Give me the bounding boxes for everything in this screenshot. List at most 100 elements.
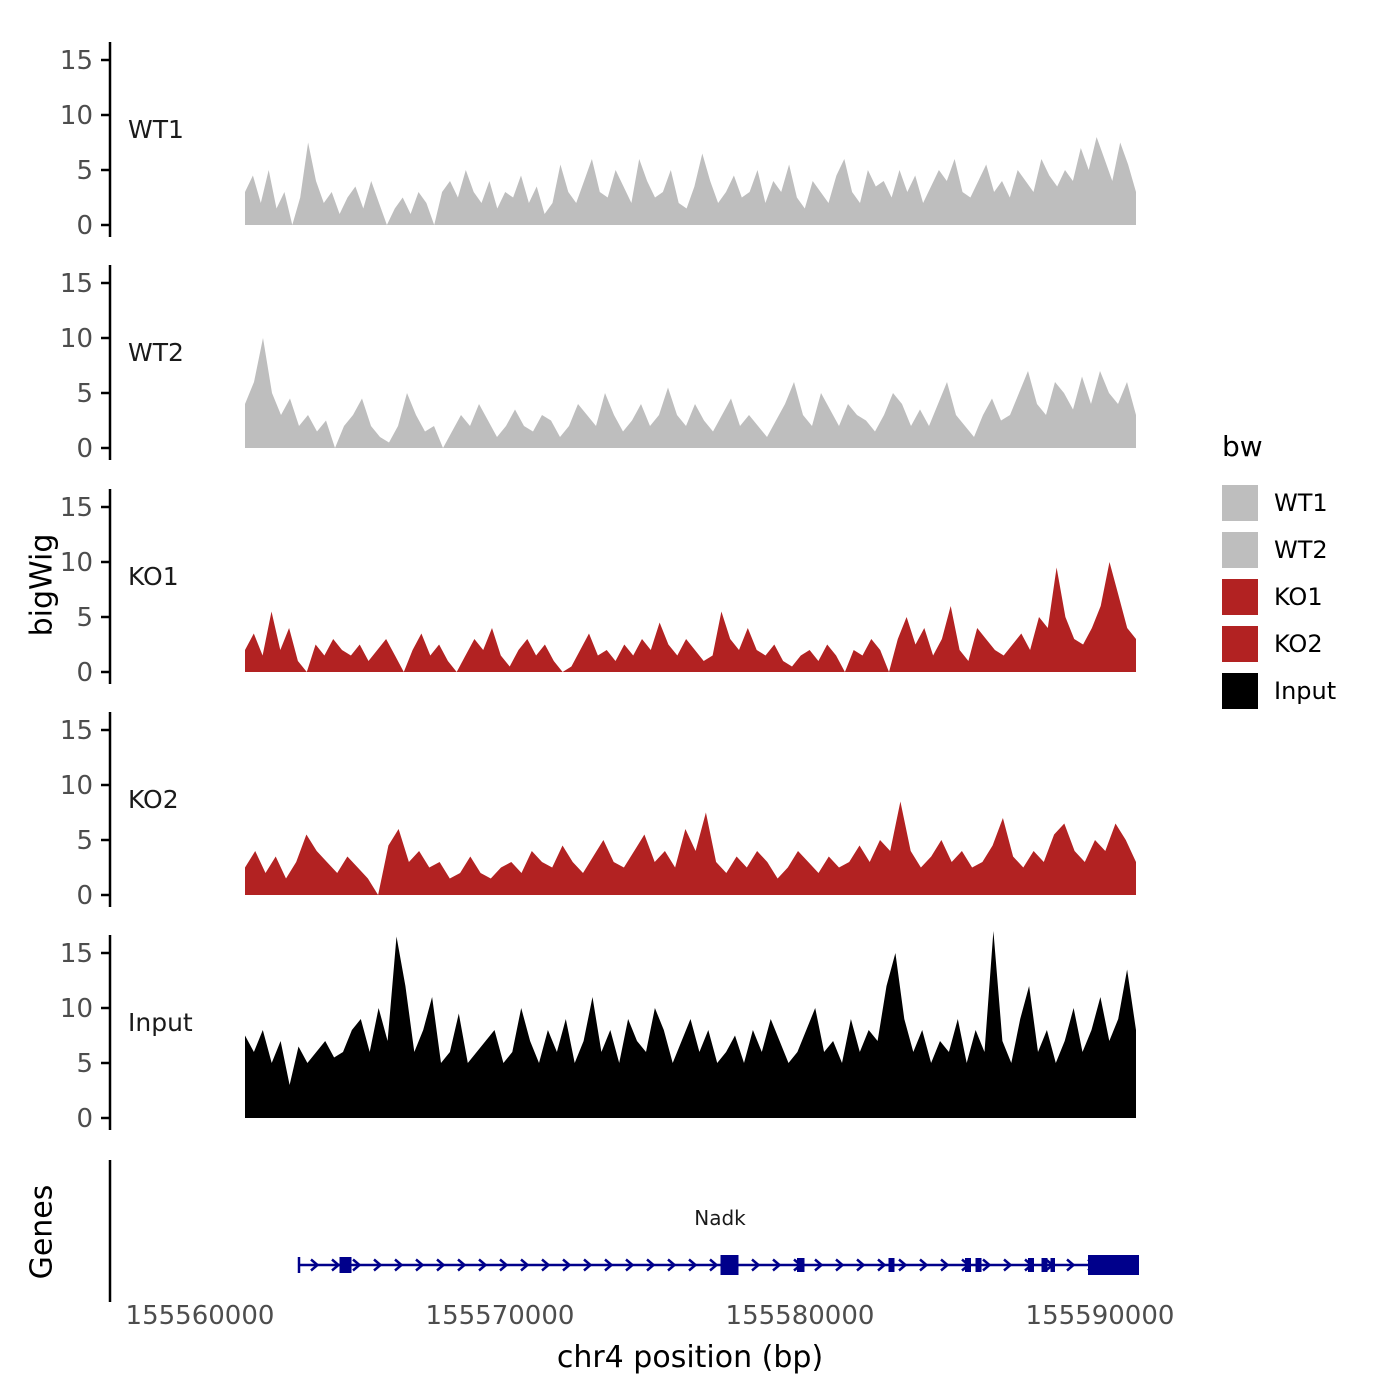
y-tick-label: 15 <box>60 939 93 969</box>
genes-track <box>108 1160 1139 1302</box>
strand-arrow-icon <box>436 1258 446 1272</box>
legend-label: KO1 <box>1274 582 1323 611</box>
exon <box>965 1258 971 1272</box>
legend-title: bw <box>1222 430 1263 463</box>
strand-arrow-icon <box>1066 1258 1076 1272</box>
strand-arrow-icon <box>457 1258 467 1272</box>
exon <box>975 1258 982 1272</box>
legend-swatch <box>1222 484 1258 521</box>
strand-arrow-icon <box>751 1258 761 1272</box>
coverage-area <box>245 931 1136 1118</box>
coverage-area <box>245 562 1136 672</box>
legend-entry-input: Input <box>1222 667 1336 714</box>
strand-arrow-icon <box>373 1258 383 1272</box>
strand-arrow-icon <box>940 1258 950 1272</box>
y-tick-label: 10 <box>60 324 93 354</box>
legend-entry-wt2: WT2 <box>1222 526 1336 573</box>
strand-arrow-icon <box>709 1258 719 1272</box>
y-tick-label: 15 <box>60 46 93 76</box>
exon <box>1088 1255 1139 1275</box>
y-tick-label: 10 <box>60 994 93 1024</box>
strand-arrow-icon <box>415 1258 425 1272</box>
strand-arrow-icon <box>856 1258 866 1272</box>
y-tick-label: 0 <box>76 1104 93 1134</box>
y-tick-label: 0 <box>76 211 93 241</box>
genes-axis-title: Genes <box>24 1184 60 1280</box>
track-label: KO1 <box>128 562 179 591</box>
strand-arrow-icon <box>772 1258 782 1272</box>
track-label: WT1 <box>128 115 184 144</box>
track-label: Input <box>128 1008 193 1037</box>
y-axis-title: bigWig <box>24 533 60 637</box>
strand-arrow-icon <box>835 1258 845 1272</box>
legend-entry-ko1: KO1 <box>1222 573 1336 620</box>
track-input: 0 5 10 15 Input <box>60 931 1136 1134</box>
y-tick-label: 0 <box>76 434 93 464</box>
x-tick-label: 155590000 <box>1026 1301 1175 1331</box>
track-label: WT2 <box>128 338 184 367</box>
y-tick-label: 5 <box>76 156 93 186</box>
y-tick-label: 15 <box>60 269 93 299</box>
coverage-area <box>245 338 1136 448</box>
y-tick-label: 15 <box>60 493 93 523</box>
legend-entry-ko2: KO2 <box>1222 620 1336 667</box>
legend-label: Input <box>1274 676 1337 705</box>
strand-arrow-icon <box>604 1258 614 1272</box>
x-tick-label: 155570000 <box>426 1301 575 1331</box>
y-tick-label: 0 <box>76 658 93 688</box>
y-tick-label: 5 <box>76 1049 93 1079</box>
x-axis-title: chr4 position (bp) <box>556 1340 824 1375</box>
legend-entry-wt1: WT1 <box>1222 479 1336 526</box>
strand-arrow-icon <box>667 1258 677 1272</box>
strand-arrow-icon <box>688 1258 698 1272</box>
y-tick-label: 10 <box>60 548 93 578</box>
y-tick-label: 15 <box>60 716 93 746</box>
x-tick-label: 155580000 <box>726 1301 875 1331</box>
strand-arrow-icon <box>982 1258 992 1272</box>
track-wt2: 0 5 10 15 WT2 <box>60 265 1136 464</box>
exon <box>1050 1258 1055 1272</box>
exon <box>888 1258 895 1272</box>
gene-name-label: Nadk <box>694 1206 746 1230</box>
strand-arrow-icon <box>541 1258 551 1272</box>
exon <box>797 1258 805 1272</box>
strand-arrow-icon <box>919 1258 929 1272</box>
track-ko2: 0 5 10 15 KO2 <box>60 712 1136 911</box>
strand-arrow-icon <box>499 1258 509 1272</box>
strand-arrow-icon <box>310 1258 320 1272</box>
track-label: KO2 <box>128 785 179 814</box>
strand-arrow-icon <box>646 1258 656 1272</box>
strand-arrow-icon <box>352 1258 362 1272</box>
x-tick-label: 155560000 <box>126 1301 275 1331</box>
y-tick-label: 10 <box>60 101 93 131</box>
strand-arrow-icon <box>1003 1258 1013 1272</box>
coverage-area <box>245 801 1136 895</box>
legend-swatch <box>1222 625 1258 662</box>
strand-arrow-icon <box>898 1258 908 1272</box>
exon <box>1041 1258 1048 1272</box>
strand-arrow-icon <box>562 1258 572 1272</box>
legend-swatch <box>1222 578 1258 615</box>
legend-label: WT1 <box>1274 488 1328 517</box>
strand-arrow-icon <box>520 1258 530 1272</box>
y-tick-label: 0 <box>76 881 93 911</box>
legend-entries: WT1 WT2 KO1 KO2 Input <box>1222 479 1336 714</box>
y-tick-label: 5 <box>76 603 93 633</box>
legend-swatch <box>1222 531 1258 568</box>
legend-label: KO2 <box>1274 629 1323 658</box>
legend: bw WT1 WT2 KO1 KO2 Input <box>1222 430 1336 714</box>
strand-arrow-icon <box>583 1258 593 1272</box>
exon <box>339 1257 352 1273</box>
legend-label: WT2 <box>1274 535 1328 564</box>
track-ko1: 0 5 10 15 KO1 <box>60 489 1136 688</box>
exon <box>720 1255 739 1275</box>
track-wt1: 0 5 10 15 WT1 <box>60 42 1136 241</box>
y-tick-label: 5 <box>76 826 93 856</box>
strand-arrow-icon <box>877 1258 887 1272</box>
legend-swatch <box>1222 672 1258 709</box>
strand-arrow-icon <box>625 1258 635 1272</box>
strand-arrow-icon <box>814 1258 824 1272</box>
y-tick-label: 10 <box>60 771 93 801</box>
exon <box>1028 1258 1034 1272</box>
